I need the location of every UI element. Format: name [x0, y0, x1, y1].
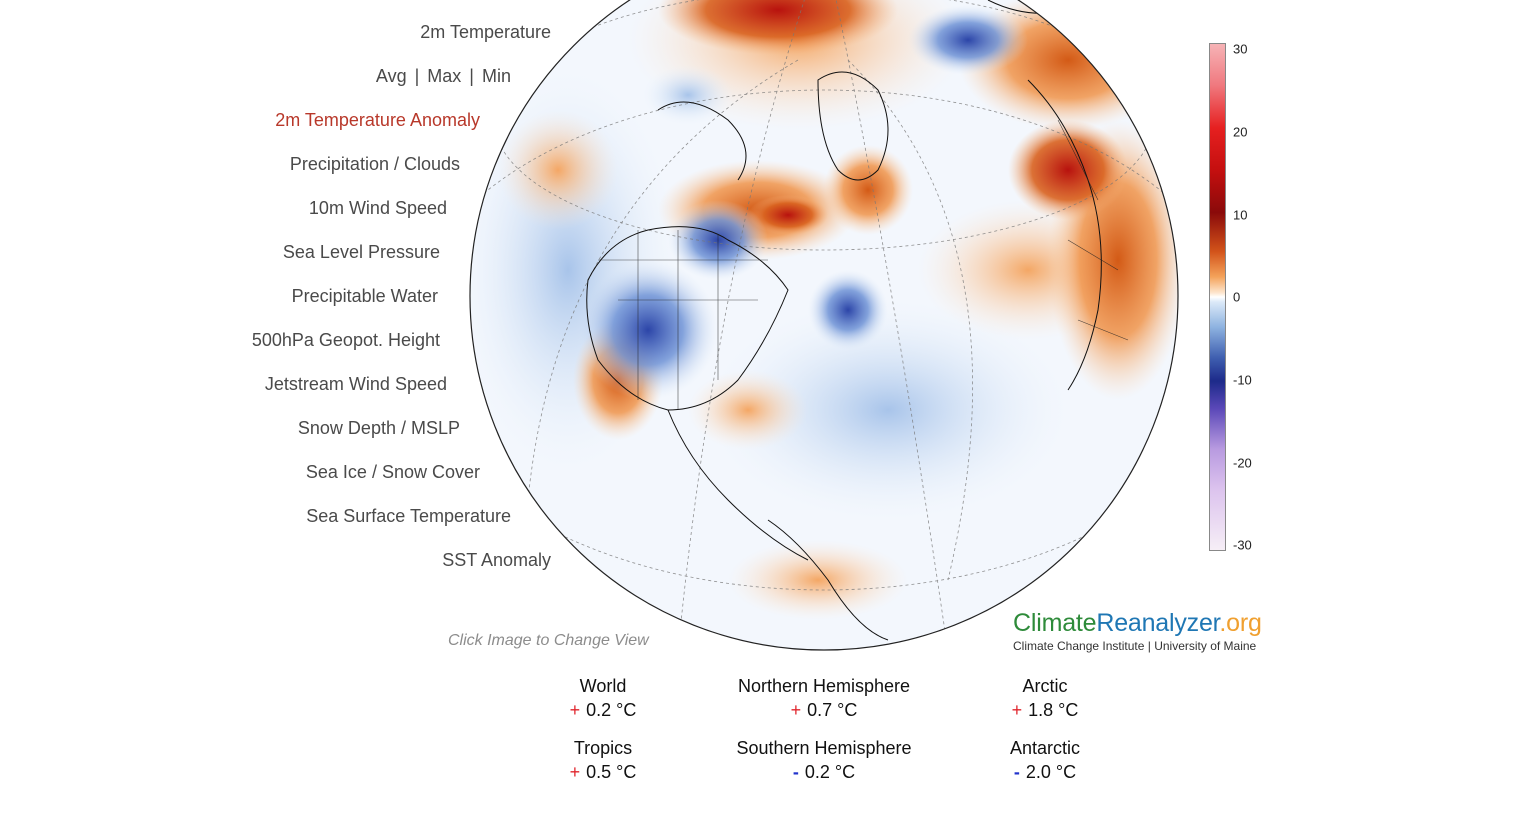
stat-arctic: Arctic +1.8 °C [925, 676, 1165, 721]
sign-plus: + [569, 700, 581, 720]
stat-name: Antarctic [1009, 738, 1081, 758]
stat-southern-hemisphere: Southern Hemisphere -0.2 °C [704, 738, 944, 783]
stat-value: +0.5 °C [483, 762, 723, 783]
stat-number: 0.2 °C [804, 762, 856, 782]
globe-anomaly-field [470, 0, 1178, 650]
globe-outline [469, 0, 1179, 651]
menu-item-geopotential-height[interactable]: 500hPa Geopot. Height [251, 330, 440, 350]
sign-plus: + [1011, 700, 1023, 720]
borders [598, 119, 1129, 410]
stat-northern-hemisphere: Northern Hemisphere +0.7 °C [704, 676, 944, 721]
globe-map[interactable] [468, 0, 1180, 652]
stat-number: 0.7 °C [807, 700, 858, 720]
menu-item-precipitation-clouds[interactable]: Precipitation / Clouds [289, 154, 460, 174]
stat-name: Northern Hemisphere [737, 676, 911, 696]
colorbar-gradient [1209, 43, 1226, 551]
brand-reanalyzer: Reanalyzer [1096, 609, 1220, 637]
stat-value: -2.0 °C [925, 762, 1165, 783]
stat-number: 0.2 °C [586, 700, 637, 720]
stat-value: +0.2 °C [483, 700, 723, 721]
stat-value: -0.2 °C [704, 762, 944, 783]
stat-number: 2.0 °C [1025, 762, 1077, 782]
menu-item-sea-ice[interactable]: Sea Ice / Snow Cover [305, 462, 480, 482]
menu-item-min[interactable]: Min [481, 66, 511, 86]
stat-antarctic: Antarctic -2.0 °C [925, 738, 1165, 783]
stat-name: Arctic [1022, 676, 1068, 696]
menu-item-temperature-anomaly[interactable]: 2m Temperature Anomaly [275, 110, 480, 130]
colorbar-tick: -20 [1233, 455, 1252, 471]
menu-item-precipitable-water[interactable]: Precipitable Water [291, 286, 438, 306]
stat-name: World [579, 676, 627, 696]
stat-number: 1.8 °C [1028, 700, 1079, 720]
menu-item-max[interactable]: Max [427, 66, 462, 86]
menu-item-snow-depth[interactable]: Snow Depth / MSLP [297, 418, 460, 438]
sign-plus: + [790, 700, 802, 720]
separator: | [414, 66, 420, 86]
sign-minus: - [792, 762, 799, 782]
brand-org: .org [1219, 609, 1262, 637]
brand-climate: Climate [1013, 609, 1097, 637]
sign-plus: + [569, 762, 581, 782]
colorbar-tick: -10 [1233, 372, 1252, 388]
click-hint: Click Image to Change View [448, 632, 649, 649]
menu-item-sea-level-pressure[interactable]: Sea Level Pressure [282, 242, 440, 262]
colorbar-tick: 30 [1233, 41, 1248, 57]
stat-type-selector: Avg | Max | Min [376, 66, 511, 87]
stat-world: World +0.2 °C [483, 676, 723, 721]
stat-tropics: Tropics +0.5 °C [483, 738, 723, 783]
brand-title: ClimateReanalyzer.org [1013, 609, 1262, 638]
stat-value: +1.8 °C [925, 700, 1165, 721]
menu-item-wind-speed[interactable]: 10m Wind Speed [308, 198, 447, 218]
colorbar-tick: 0 [1233, 289, 1241, 305]
menu-item-avg[interactable]: Avg [375, 66, 407, 86]
brand-subtitle: Climate Change Institute | University of… [1013, 639, 1257, 653]
menu-item-sst[interactable]: Sea Surface Temperature [306, 506, 511, 526]
colorbar-tick: 20 [1233, 124, 1248, 140]
brand-logo[interactable]: ClimateReanalyzer.org Climate Change Ins… [1013, 609, 1262, 653]
stat-name: Southern Hemisphere [736, 738, 912, 758]
colorbar-tick: -30 [1233, 537, 1252, 553]
colorbar-tick: 10 [1233, 207, 1248, 223]
menu-item-sst-anomaly[interactable]: SST Anomaly [442, 550, 551, 570]
separator: | [469, 66, 474, 86]
sign-minus: - [1013, 762, 1020, 782]
menu-item-2m-temperature[interactable]: 2m Temperature [420, 22, 551, 42]
menu-item-jetstream[interactable]: Jetstream Wind Speed [264, 374, 447, 394]
stat-value: +0.7 °C [704, 700, 944, 721]
stat-number: 0.5 °C [586, 762, 637, 782]
stat-name: Tropics [573, 738, 633, 758]
